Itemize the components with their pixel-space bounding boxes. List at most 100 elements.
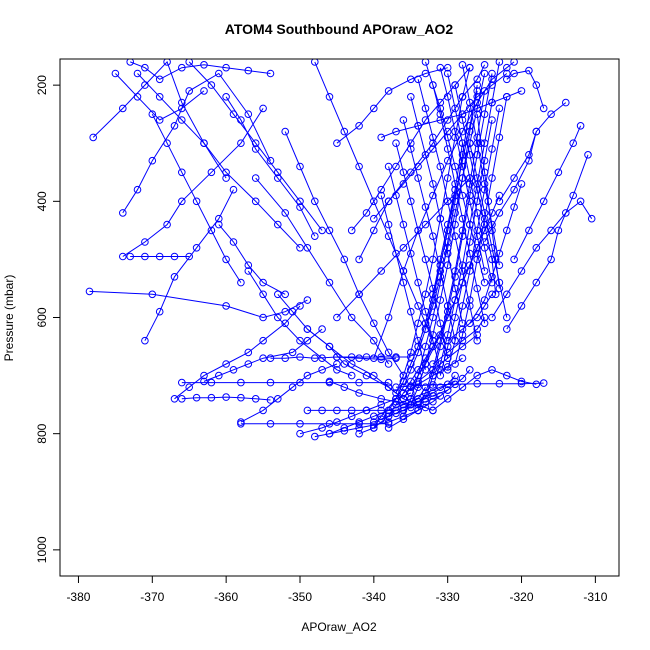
data-point (178, 197, 186, 206)
series-line (388, 166, 441, 370)
data-point (458, 278, 467, 287)
series-line (388, 369, 471, 429)
data-point (421, 255, 430, 264)
data-point (185, 59, 193, 66)
data-point (436, 383, 445, 392)
data-point (178, 104, 186, 113)
data-point (229, 366, 238, 374)
data-point (488, 273, 496, 281)
data-point (325, 420, 334, 428)
data-point (480, 168, 489, 177)
data-point (569, 139, 578, 147)
series (141, 185, 238, 345)
series (370, 185, 459, 432)
data-point (222, 168, 230, 177)
series-line (144, 189, 234, 341)
data-point (458, 325, 467, 333)
data-point (495, 284, 504, 293)
series-line (410, 96, 463, 324)
data-point (333, 139, 341, 147)
data-point (377, 185, 386, 194)
data-point (296, 244, 304, 252)
data-point (473, 284, 482, 293)
series-line (255, 177, 390, 365)
data-point (303, 371, 312, 380)
data-point (148, 290, 157, 299)
data-point (466, 98, 474, 107)
series (466, 139, 511, 322)
data-point (259, 406, 267, 415)
data-point (429, 371, 437, 380)
data-point (503, 75, 511, 84)
data-point (303, 325, 312, 333)
data-point (296, 378, 304, 387)
data-point (192, 244, 201, 252)
data-point (473, 255, 482, 264)
data-point (178, 98, 186, 107)
data-point (436, 296, 445, 304)
data-point (392, 162, 400, 171)
data-point (503, 371, 511, 380)
data-point (296, 336, 304, 345)
data-point (200, 371, 208, 380)
data-point (473, 75, 482, 84)
data-point (384, 220, 393, 229)
series (85, 287, 312, 322)
data-point (517, 267, 526, 275)
data-point (443, 261, 452, 270)
data-point (377, 415, 386, 424)
data-point (488, 313, 496, 322)
series (429, 81, 489, 328)
data-point (384, 420, 393, 428)
data-point (318, 424, 326, 432)
data-point (347, 412, 356, 421)
data-point (473, 93, 482, 101)
data-point (443, 354, 452, 363)
data-point (126, 59, 134, 66)
series (399, 116, 459, 345)
data-point (429, 180, 437, 188)
data-point (311, 59, 319, 66)
data-point (466, 220, 474, 229)
data-point (274, 220, 282, 229)
series (510, 122, 585, 264)
data-point (576, 122, 585, 130)
data-point (458, 127, 467, 136)
data-point (399, 415, 408, 424)
data-point (384, 383, 393, 392)
data-point (347, 313, 356, 322)
data-point (215, 214, 223, 223)
data-point (237, 278, 245, 287)
data-point (421, 203, 430, 211)
data-point (126, 252, 134, 261)
data-point (355, 354, 363, 363)
data-point (488, 116, 496, 124)
data-point (392, 127, 400, 136)
data-point (451, 377, 459, 386)
data-point (443, 395, 452, 403)
series-line (395, 143, 449, 359)
data-point (429, 191, 437, 200)
data-point (178, 395, 186, 403)
data-point (407, 75, 415, 84)
data-point (141, 63, 149, 72)
data-point (407, 249, 415, 258)
data-point (355, 389, 363, 397)
data-point (355, 162, 363, 171)
data-point (311, 232, 319, 240)
data-point (414, 406, 422, 415)
data-point (495, 133, 504, 142)
data-point (259, 290, 267, 299)
data-point (377, 133, 386, 142)
series-line (447, 108, 500, 370)
data-point (451, 336, 459, 345)
series (414, 331, 482, 386)
data-point (429, 406, 437, 415)
data-point (436, 331, 445, 339)
data-point (576, 197, 585, 206)
data-point (370, 336, 378, 345)
data-point (311, 197, 319, 206)
data-point (436, 255, 445, 264)
data-point (466, 366, 474, 374)
data-point (355, 424, 363, 432)
